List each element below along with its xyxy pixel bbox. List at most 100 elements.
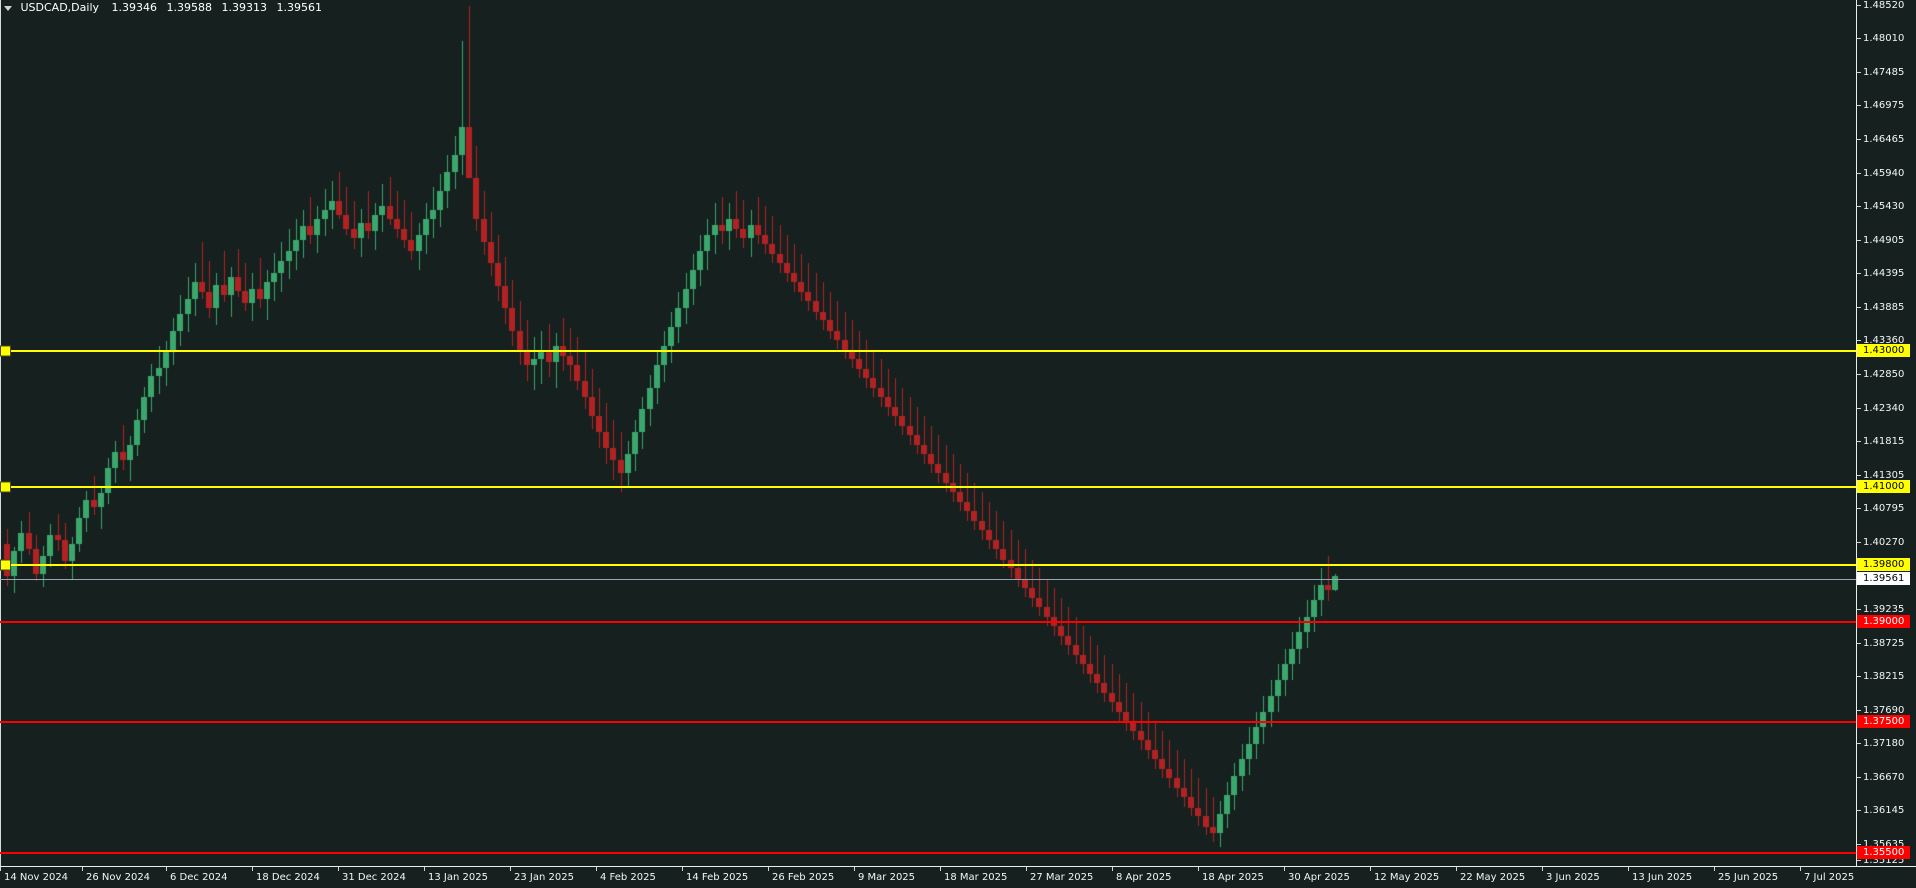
time-tick-label: 22 May 2025 — [1460, 872, 1526, 883]
time-tick-label: 31 Dec 2024 — [342, 872, 406, 883]
time-tick-label: 26 Nov 2024 — [86, 872, 151, 883]
level-line-support-1-37500[interactable] — [0, 721, 1856, 723]
time-tick-label: 14 Feb 2025 — [686, 872, 749, 883]
time-tick-dash — [1542, 867, 1543, 871]
price-tick-label: 1.46465 — [1863, 134, 1905, 145]
level-line-resistance-1-43000[interactable] — [0, 345, 1856, 357]
price-tick-dash — [1857, 5, 1861, 6]
ohlc-values: 1.39346 1.39588 1.39313 1.39561 — [112, 1, 329, 14]
price-tick-dash — [1857, 844, 1861, 845]
quote-low: 1.39313 — [221, 1, 268, 14]
price-tag-resistance-1-39800[interactable]: 1.39800 — [1857, 558, 1910, 571]
level-line-support-1-39000[interactable] — [0, 621, 1856, 623]
time-tick-dash — [1284, 867, 1285, 871]
time-tick-label: 13 Jun 2025 — [1632, 872, 1693, 883]
time-tick-dash — [1628, 867, 1629, 871]
price-tag-support-1-37500[interactable]: 1.37500 — [1857, 715, 1910, 728]
price-tick-dash — [1857, 240, 1861, 241]
price-tick-label: 1.43360 — [1863, 335, 1905, 346]
time-tick-dash — [682, 867, 683, 871]
candlestick-series — [0, 0, 1856, 866]
time-tick-dash — [1800, 867, 1801, 871]
price-tick-dash — [1857, 777, 1861, 778]
time-tick-dash — [0, 867, 1, 871]
price-tick-dash — [1857, 38, 1861, 39]
time-tick-dash — [1370, 867, 1371, 871]
price-tick-dash — [1857, 72, 1861, 73]
time-axis-separator — [0, 866, 1916, 867]
price-tick-label: 1.35635 — [1863, 839, 1905, 850]
time-tick-label: 18 Dec 2024 — [256, 872, 320, 883]
price-tick-dash — [1857, 307, 1861, 308]
time-tick-label: 9 Mar 2025 — [858, 872, 916, 883]
quote-high: 1.39588 — [166, 1, 213, 14]
time-tick-dash — [510, 867, 511, 871]
price-tick-dash — [1857, 860, 1861, 861]
price-tick-dash — [1857, 542, 1861, 543]
time-tick-dash — [940, 867, 941, 871]
price-axis[interactable]: 1.48520 1.48010 1.47485 1.46975 1.46465 1.459… — [1857, 0, 1916, 866]
price-tick-label: 1.46975 — [1863, 100, 1905, 111]
price-tick-label: 1.40795 — [1863, 503, 1905, 514]
level-line-support-1-35500[interactable] — [0, 852, 1856, 854]
price-tick-label: 1.43885 — [1863, 302, 1905, 313]
price-tick-label: 1.38725 — [1863, 638, 1905, 649]
level-line-current-price-1-39561[interactable] — [0, 579, 1856, 580]
price-tick-label: 1.45940 — [1863, 168, 1905, 179]
time-tick-label: 12 May 2025 — [1374, 872, 1440, 883]
time-tick-dash — [768, 867, 769, 871]
price-tick-label: 1.42850 — [1863, 369, 1905, 380]
price-tick-label: 1.47485 — [1863, 67, 1905, 78]
level-handle[interactable] — [0, 345, 11, 357]
price-tag-resistance-1-41000[interactable]: 1.41000 — [1857, 480, 1910, 493]
time-tick-label: 4 Feb 2025 — [600, 872, 656, 883]
price-tick-dash — [1857, 475, 1861, 476]
price-tick-dash — [1857, 710, 1861, 711]
price-axis-separator — [1856, 0, 1857, 866]
time-tick-dash — [1026, 867, 1027, 871]
time-tick-label: 14 Nov 2024 — [4, 872, 69, 883]
price-tick-dash — [1857, 676, 1861, 677]
time-tick-dash — [1198, 867, 1199, 871]
price-tick-label: 1.37690 — [1863, 705, 1905, 716]
price-tick-dash — [1857, 743, 1861, 744]
level-line-resistance-1-41000[interactable] — [0, 481, 1856, 493]
price-tick-label: 1.45430 — [1863, 201, 1905, 212]
price-tick-dash — [1857, 508, 1861, 509]
price-tag-support-1-35500[interactable]: 1.35500 — [1857, 846, 1910, 859]
price-tick-dash — [1857, 408, 1861, 409]
price-tick-dash — [1857, 173, 1861, 174]
price-tag-support-1-39000[interactable]: 1.39000 — [1857, 615, 1910, 628]
level-handle[interactable] — [0, 481, 11, 493]
time-tick-dash — [1456, 867, 1457, 871]
price-tag-resistance-1-43000[interactable]: 1.43000 — [1857, 344, 1910, 357]
quote-open: 1.39346 — [111, 1, 158, 14]
time-axis[interactable]: 14 Nov 2024 26 Nov 2024 6 Dec 2024 18 Dec 2… — [0, 867, 1916, 888]
time-tick-label: 18 Mar 2025 — [944, 872, 1008, 883]
price-tag-current-price-1-39561[interactable]: 1.39561 — [1857, 572, 1910, 585]
chart-plot-area[interactable] — [0, 0, 1856, 866]
price-tick-label: 1.35125 — [1863, 855, 1905, 866]
price-tick-label: 1.48520 — [1863, 0, 1905, 11]
price-tick-dash — [1857, 609, 1861, 610]
time-tick-label: 23 Jan 2025 — [514, 872, 574, 883]
level-handle[interactable] — [0, 559, 11, 571]
time-tick-dash — [82, 867, 83, 871]
time-tick-label: 25 Jun 2025 — [1718, 872, 1779, 883]
time-tick-label: 8 Apr 2025 — [1116, 872, 1172, 883]
time-tick-dash — [854, 867, 855, 871]
price-tick-label: 1.41305 — [1863, 470, 1905, 481]
time-tick-dash — [1714, 867, 1715, 871]
price-tick-label: 1.48010 — [1863, 33, 1905, 44]
price-tick-label: 1.44905 — [1863, 235, 1905, 246]
time-tick-label: 13 Jan 2025 — [428, 872, 488, 883]
time-tick-label: 30 Apr 2025 — [1288, 872, 1350, 883]
quote-header: USDCAD,Daily 1.39346 1.39588 1.39313 1.3… — [0, 0, 328, 15]
level-line-resistance-1-39800[interactable] — [0, 559, 1856, 571]
chevron-down-icon[interactable] — [4, 5, 12, 11]
price-tick-dash — [1857, 441, 1861, 442]
price-tick-label: 1.41815 — [1863, 436, 1905, 447]
price-tick-label: 1.42340 — [1863, 403, 1905, 414]
time-tick-label: 27 Mar 2025 — [1030, 872, 1094, 883]
